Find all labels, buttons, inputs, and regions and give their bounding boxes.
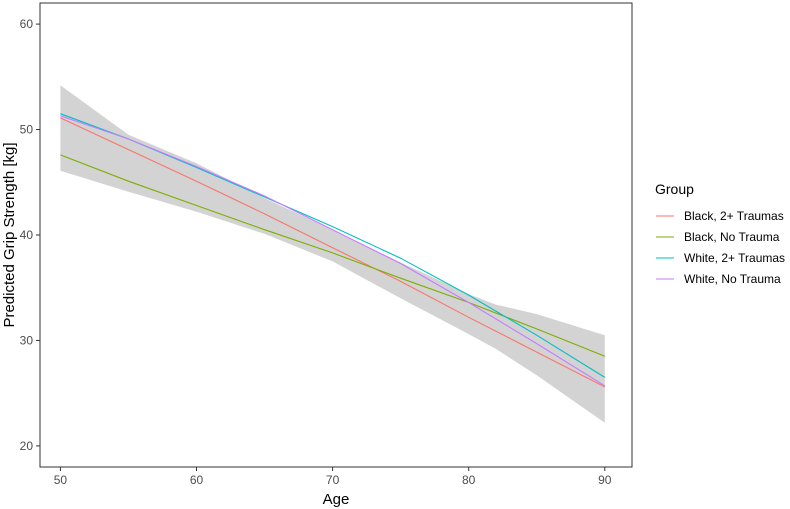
confidence-band [60,85,605,423]
legend: Group Black, 2+ Traumas Black, No Trauma W… [655,181,785,286]
x-axis-title: Age [323,491,350,508]
series-layer [60,113,606,388]
legend-label-white-no-trauma: White, No Trauma [684,272,781,286]
x-tick-label: 70 [326,473,340,487]
legend-title: Group [655,181,694,197]
confidence-band-layer [60,85,605,423]
y-tick-label: 30 [20,333,34,347]
x-tick-label: 50 [54,473,68,487]
y-axis: 20 30 40 50 60 [20,17,40,453]
series-line-white-no-trauma [60,115,606,387]
x-tick-label: 90 [598,473,612,487]
x-tick-label: 60 [190,473,204,487]
y-tick-label: 40 [20,228,34,242]
x-axis: 50 60 70 80 90 [54,467,612,487]
y-axis-title: Predicted Grip Strength [kg] [1,142,18,327]
y-tick-label: 60 [20,17,34,31]
legend-label-black-no-trauma: Black, No Trauma [684,230,780,244]
legend-label-black-2-traumas: Black, 2+ Traumas [684,209,784,223]
y-tick-label: 50 [20,123,34,137]
series-line-black-no-trauma [60,154,606,357]
x-tick-label: 80 [462,473,476,487]
y-tick-label: 20 [20,439,34,453]
series-line-black-2-traumas [60,117,606,388]
legend-label-white-2-traumas: White, 2+ Traumas [684,251,785,265]
